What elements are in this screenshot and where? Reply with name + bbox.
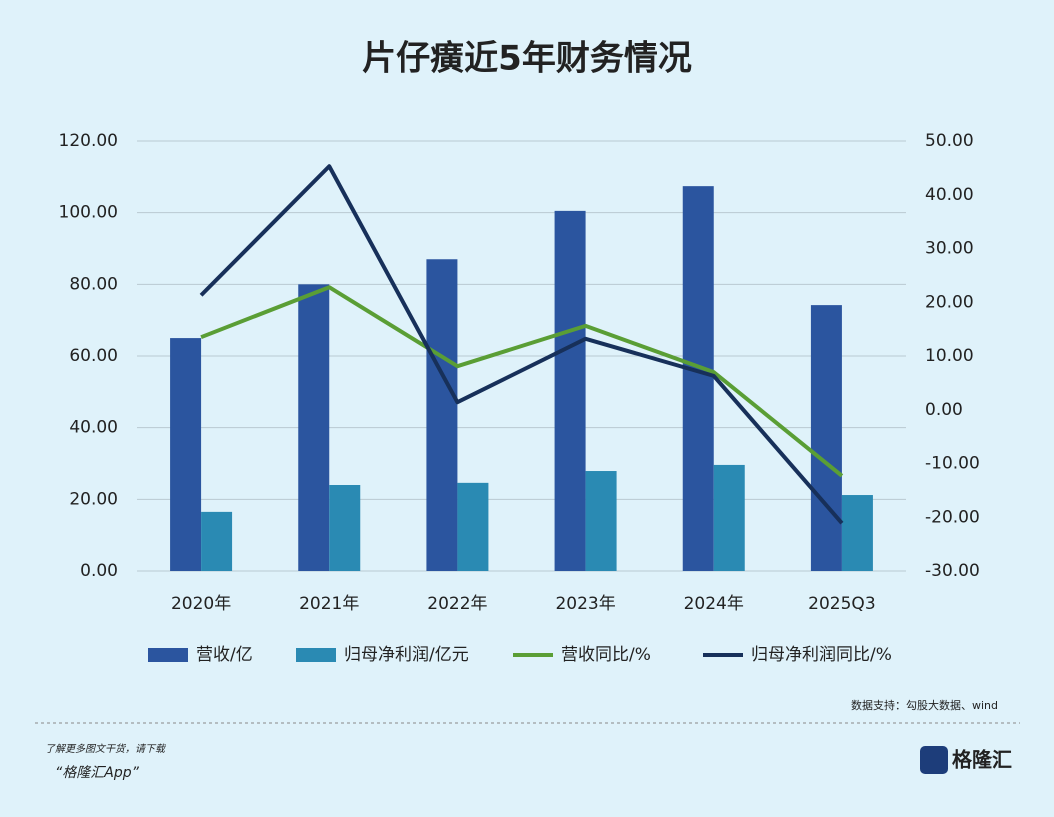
y2-tick-label: 50.00 — [925, 131, 974, 151]
bar — [554, 210, 586, 571]
x-tick-label: 2023年 — [555, 594, 615, 614]
y-tick-label: 20.00 — [69, 489, 118, 509]
legend-swatch — [148, 648, 188, 662]
bar — [810, 305, 842, 571]
y2-tick-label: 0.00 — [925, 400, 963, 420]
bar — [201, 511, 233, 571]
y-tick-label: 80.00 — [69, 274, 118, 294]
bar — [170, 338, 202, 571]
legend-label: 营收/亿 — [196, 645, 253, 665]
bar — [841, 495, 873, 571]
app-name: “格隆汇App” — [55, 765, 140, 781]
bar — [329, 485, 361, 571]
legend-label: 归母净利润/亿元 — [344, 645, 469, 665]
bar — [713, 464, 745, 571]
bar — [585, 471, 617, 571]
x-tick-label: 2020年 — [171, 594, 231, 614]
x-tick-label: 2025Q3 — [808, 594, 875, 614]
x-tick-label: 2021年 — [299, 594, 359, 614]
y-tick-label: 40.00 — [69, 418, 118, 438]
y2-tick-label: 30.00 — [925, 239, 974, 259]
x-tick-label: 2024年 — [684, 594, 744, 614]
line — [199, 164, 844, 525]
y-tick-label: 0.00 — [80, 561, 118, 581]
y2-tick-label: -30.00 — [925, 561, 980, 581]
legend-label: 归母净利润同比/% — [751, 645, 892, 665]
chart-title: 片仔癀近5年财务情况 — [362, 39, 692, 79]
y2-tick-label: 10.00 — [925, 346, 974, 366]
bar — [457, 482, 489, 571]
y-tick-label: 60.00 — [69, 346, 118, 366]
legend-label: 营收同比/% — [561, 645, 651, 665]
bar — [426, 259, 458, 571]
x-tick-label: 2022年 — [427, 594, 487, 614]
bar — [682, 186, 714, 571]
y-tick-label: 100.00 — [59, 203, 118, 223]
source: 数据支持：勾股大数据、wind — [851, 698, 998, 712]
bar — [298, 284, 330, 571]
y2-tick-label: -10.00 — [925, 454, 980, 474]
y2-tick-label: -20.00 — [925, 507, 980, 527]
y-tick-label: 120.00 — [59, 131, 118, 151]
y2-tick-label: 40.00 — [925, 185, 974, 205]
logo-icon — [920, 746, 948, 774]
promo: 了解更多图文干货，请下载 — [45, 743, 167, 755]
y2-tick-label: 20.00 — [925, 292, 974, 312]
legend-swatch — [296, 648, 336, 662]
logo-text: 格隆汇 — [952, 748, 1012, 772]
line — [200, 285, 844, 478]
